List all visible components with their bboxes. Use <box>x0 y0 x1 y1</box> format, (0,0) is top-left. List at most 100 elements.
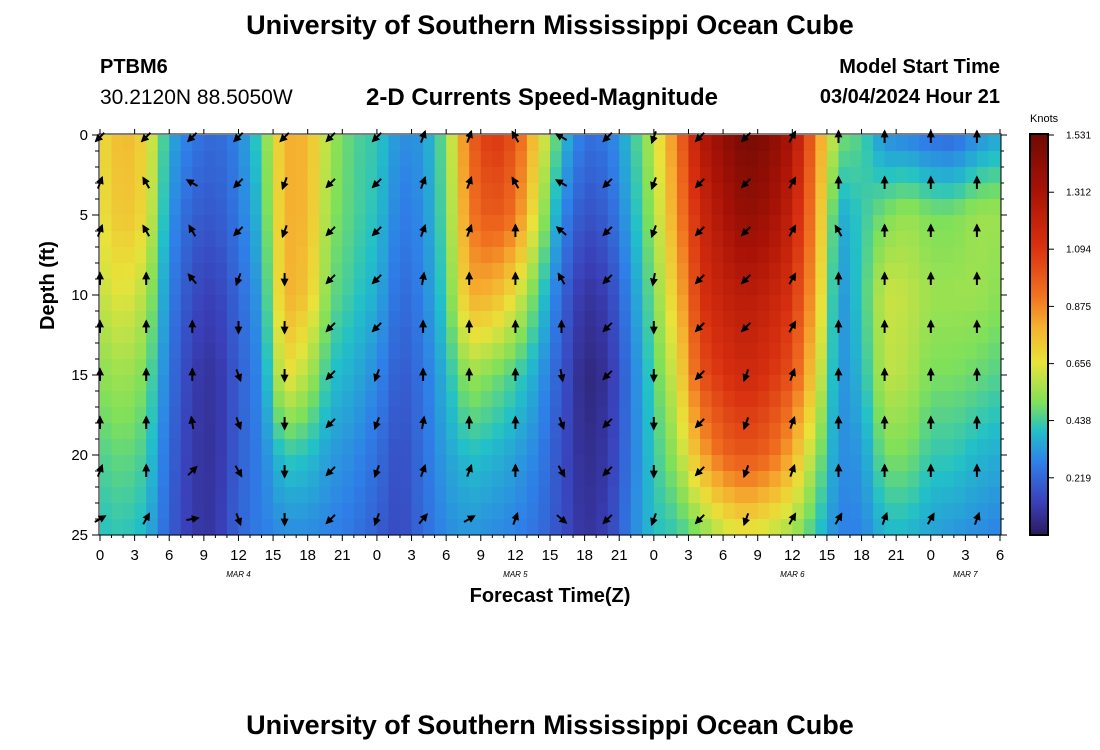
heatmap-cell <box>469 439 482 456</box>
heatmap-cell <box>180 343 193 360</box>
heatmap-cell <box>907 151 920 168</box>
heatmap-cell <box>134 295 147 312</box>
heatmap-cell <box>342 295 355 312</box>
heatmap-cell <box>769 167 782 184</box>
heatmap-cell <box>942 519 955 536</box>
heatmap-cell <box>446 343 459 360</box>
heatmap-cell <box>792 439 805 456</box>
heatmap-cell <box>180 183 193 200</box>
heatmap-cell <box>988 199 1001 216</box>
heatmap-cell <box>215 391 228 408</box>
station-coordinates: 30.2120N 88.5050W <box>100 86 293 109</box>
heatmap-cell <box>273 295 286 312</box>
heatmap-cell <box>746 439 759 456</box>
heatmap-cell <box>492 423 505 440</box>
y-tick-label: 25 <box>71 527 88 544</box>
heatmap-cell <box>123 503 136 520</box>
heatmap-cell <box>111 391 124 408</box>
heatmap-cell <box>815 167 828 184</box>
heatmap-cell <box>907 343 920 360</box>
heatmap-cell <box>446 151 459 168</box>
heatmap-cell <box>538 359 551 376</box>
heatmap-cell <box>400 343 413 360</box>
heatmap-cell <box>146 407 159 424</box>
heatmap-cell <box>284 215 297 232</box>
date-label: MAR 4 <box>226 570 251 579</box>
heatmap-cell <box>953 519 966 536</box>
heatmap-cell <box>711 439 724 456</box>
heatmap-cell <box>203 279 216 296</box>
heatmap-cell <box>711 135 724 152</box>
heatmap-cell <box>850 423 863 440</box>
heatmap-cell <box>376 247 390 264</box>
heatmap-cell <box>376 151 390 168</box>
heatmap-cell <box>423 471 436 488</box>
heatmap-cell <box>561 487 574 504</box>
heatmap-cell <box>884 135 897 152</box>
heatmap-cell <box>273 519 286 536</box>
heatmap-cell <box>988 423 1001 440</box>
heatmap-cell <box>146 343 159 360</box>
heatmap-cell <box>757 375 770 392</box>
heatmap-cell <box>469 135 482 152</box>
heatmap-cell <box>376 503 390 520</box>
heatmap-cell <box>665 183 678 200</box>
heatmap-cell <box>123 135 136 152</box>
heatmap-cell <box>907 167 920 184</box>
heatmap-cell <box>919 471 932 488</box>
heatmap-cell <box>873 311 886 328</box>
y-tick-label: 15 <box>71 367 88 384</box>
heatmap-cell <box>400 295 413 312</box>
heatmap-cell <box>123 359 136 376</box>
heatmap-cell <box>307 343 320 360</box>
heatmap-cell <box>169 215 182 232</box>
heatmap-cell <box>988 231 1001 248</box>
heatmap-cell <box>780 215 793 232</box>
current-vector <box>94 515 107 523</box>
current-vector <box>465 175 473 189</box>
heatmap-cell <box>423 295 436 312</box>
heatmap-cell <box>596 295 609 312</box>
heatmap-cell <box>619 279 632 296</box>
heatmap-cell <box>734 455 747 472</box>
heatmap-cell <box>319 391 332 408</box>
heatmap-cell <box>457 391 470 408</box>
heatmap-cell <box>515 439 528 456</box>
heatmap-cell <box>780 167 793 184</box>
heatmap-cell <box>734 247 747 264</box>
heatmap-cell <box>826 263 840 280</box>
heatmap-cell <box>976 167 990 184</box>
heatmap-cell <box>942 391 955 408</box>
heatmap-cell <box>261 487 274 504</box>
heatmap-cell <box>330 279 343 296</box>
heatmap-cell <box>815 135 828 152</box>
current-vector <box>740 274 752 285</box>
heatmap-cell <box>423 151 436 168</box>
heatmap-cell <box>573 279 586 296</box>
heatmap-cell <box>769 231 782 248</box>
heatmap-cell <box>123 279 136 296</box>
heatmap-cell <box>596 359 609 376</box>
heatmap-cell <box>953 263 966 280</box>
heatmap-cell <box>976 263 990 280</box>
heatmap-cell <box>284 199 297 216</box>
heatmap-cell <box>400 391 413 408</box>
heatmap-cell <box>861 359 874 376</box>
heatmap-cell <box>330 391 343 408</box>
heatmap-cell <box>203 487 216 504</box>
heatmap-cell <box>884 183 897 200</box>
heatmap-cell <box>815 455 828 472</box>
heatmap-cell <box>492 487 505 504</box>
heatmap-cell <box>596 439 609 456</box>
heatmap-cell <box>988 439 1001 456</box>
heatmap-cell <box>469 471 482 488</box>
heatmap-cell <box>907 487 920 504</box>
heatmap-cell <box>850 183 863 200</box>
heatmap-cell <box>238 391 251 408</box>
heatmap-cell <box>526 439 540 456</box>
heatmap-cell <box>250 135 263 152</box>
heatmap-cell <box>446 375 459 392</box>
heatmap-cell <box>688 439 701 456</box>
heatmap-cell <box>584 167 597 184</box>
heatmap-cell <box>757 407 770 424</box>
